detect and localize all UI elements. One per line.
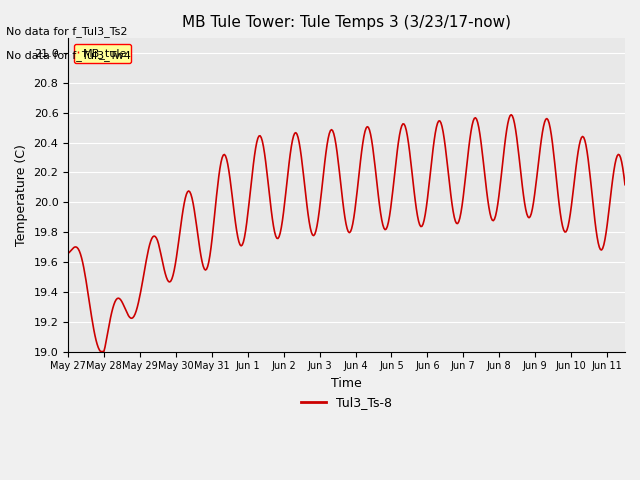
X-axis label: Time: Time: [332, 377, 362, 390]
Text: No data for f_Tul3_Ts2: No data for f_Tul3_Ts2: [6, 25, 128, 36]
Y-axis label: Temperature (C): Temperature (C): [15, 144, 28, 246]
Text: No data for f_Tul3_Tw4: No data for f_Tul3_Tw4: [6, 49, 131, 60]
Title: MB Tule Tower: Tule Temps 3 (3/23/17-now): MB Tule Tower: Tule Temps 3 (3/23/17-now…: [182, 15, 511, 30]
Legend: Tul3_Ts-8: Tul3_Ts-8: [296, 391, 397, 414]
